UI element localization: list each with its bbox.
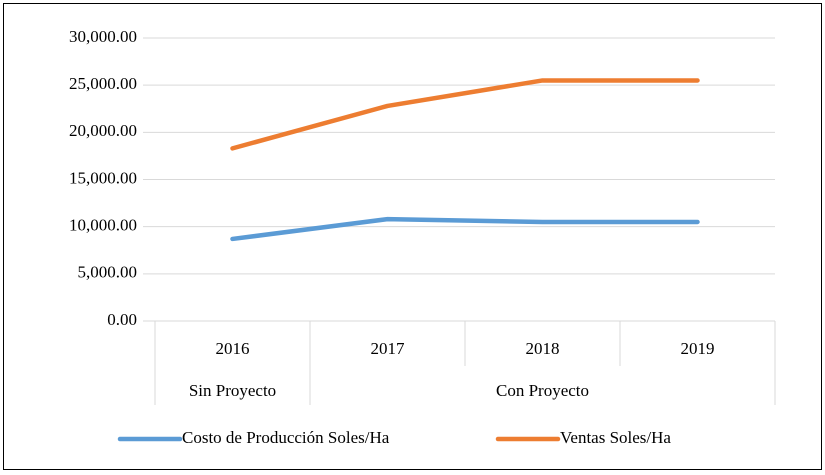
y-tick-label: 10,000.00 bbox=[69, 216, 137, 235]
x-group-label: Sin Proyecto bbox=[189, 381, 276, 400]
y-tick-label: 30,000.00 bbox=[69, 27, 137, 46]
x-tick-label: 2017 bbox=[371, 339, 406, 358]
x-group-label: Con Proyecto bbox=[496, 381, 589, 400]
legend-label: Ventas Soles/Ha bbox=[560, 428, 671, 447]
y-tick-label: 5,000.00 bbox=[78, 263, 138, 282]
series-line bbox=[230, 78, 700, 151]
y-tick-label: 0.00 bbox=[107, 310, 137, 329]
x-tick-label: 2018 bbox=[526, 339, 560, 358]
x-tick-label: 2019 bbox=[681, 339, 715, 358]
legend-label: Costo de Producción Soles/Ha bbox=[182, 428, 390, 447]
series-line bbox=[230, 216, 700, 242]
y-tick-label: 20,000.00 bbox=[69, 121, 137, 140]
y-tick-label: 15,000.00 bbox=[69, 168, 137, 187]
x-tick-label: 2016 bbox=[216, 339, 250, 358]
y-tick-label: 25,000.00 bbox=[69, 74, 137, 93]
